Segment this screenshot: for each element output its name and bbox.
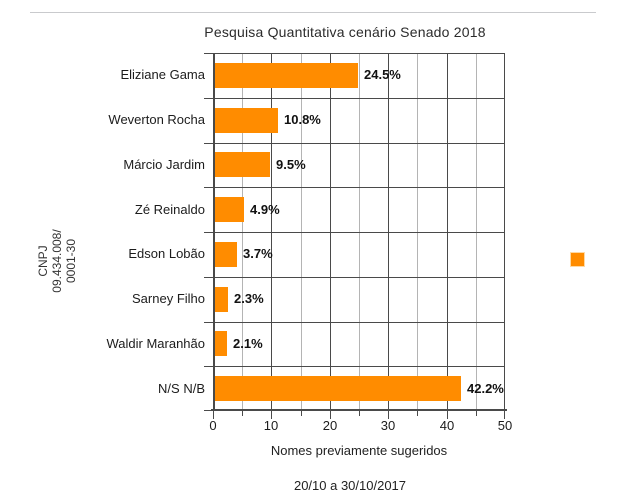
x-tick-label: 50 bbox=[497, 418, 513, 433]
x-tick-label: 10 bbox=[263, 418, 279, 433]
x-axis-tick bbox=[330, 411, 331, 419]
x-axis-tick bbox=[476, 411, 477, 416]
category-label: Waldir Maranhão bbox=[106, 336, 205, 351]
x-axis-tick bbox=[388, 411, 389, 419]
y-axis-tick bbox=[204, 53, 213, 54]
x-tick-label: 30 bbox=[380, 418, 396, 433]
bar bbox=[215, 331, 227, 356]
bar-value-label: 2.3% bbox=[234, 291, 264, 306]
x-axis-tick bbox=[504, 411, 505, 419]
x-axis-line bbox=[211, 409, 507, 411]
y-axis-tick bbox=[204, 410, 213, 411]
x-axis-title: Nomes previamente sugeridos bbox=[270, 443, 448, 458]
page-top-divider bbox=[30, 12, 596, 13]
bar bbox=[215, 108, 278, 133]
bar bbox=[215, 287, 228, 312]
bar-value-label: 10.8% bbox=[284, 112, 321, 127]
x-axis-tick bbox=[301, 411, 302, 416]
category-label: Zé Reinaldo bbox=[134, 202, 205, 217]
x-axis-tick bbox=[359, 411, 360, 416]
bar bbox=[215, 376, 461, 401]
category-label: Edson Lobão bbox=[128, 246, 205, 261]
x-tick-label: 0 bbox=[209, 418, 217, 433]
y-axis-line bbox=[213, 53, 215, 411]
category-label: Márcio Jardim bbox=[123, 157, 205, 172]
category-label: Eliziane Gama bbox=[120, 67, 205, 82]
survey-period-label: 20/10 a 30/10/2017 bbox=[293, 478, 407, 493]
x-axis-tick bbox=[271, 411, 272, 419]
bar-value-label: 42.2% bbox=[467, 381, 504, 396]
x-axis-tick bbox=[447, 411, 448, 419]
legend-marker-square bbox=[570, 252, 585, 267]
x-axis-tick bbox=[417, 411, 418, 416]
x-tick-label: 20 bbox=[322, 418, 338, 433]
bar-value-label: 9.5% bbox=[276, 157, 306, 172]
y-axis-tick bbox=[204, 187, 213, 188]
row-separator-line bbox=[213, 366, 505, 367]
bar-value-label: 3.7% bbox=[243, 246, 273, 261]
y-axis-tick bbox=[204, 322, 213, 323]
y-axis-tick bbox=[204, 232, 213, 233]
bar bbox=[215, 63, 358, 88]
y-axis-tick bbox=[204, 143, 213, 144]
bar-value-label: 4.9% bbox=[250, 202, 280, 217]
row-separator-line bbox=[213, 187, 505, 188]
bar-value-label: 2.1% bbox=[233, 336, 263, 351]
row-separator-line bbox=[213, 98, 505, 99]
y-axis-tick bbox=[204, 277, 213, 278]
bar bbox=[215, 197, 244, 222]
row-separator-line bbox=[213, 143, 505, 144]
row-separator-line bbox=[213, 322, 505, 323]
category-label: Sarney Filho bbox=[132, 291, 205, 306]
row-separator-line bbox=[213, 277, 505, 278]
x-axis-tick bbox=[213, 411, 214, 419]
bar-value-label: 24.5% bbox=[364, 67, 401, 82]
row-separator-line bbox=[213, 232, 505, 233]
bar bbox=[215, 242, 237, 267]
x-axis-tick bbox=[242, 411, 243, 416]
y-axis-tick bbox=[204, 366, 213, 367]
y-axis-tick bbox=[204, 98, 213, 99]
bar bbox=[215, 152, 270, 177]
category-label: N/S N/B bbox=[158, 381, 205, 396]
x-tick-label: 40 bbox=[439, 418, 455, 433]
plot-top-border bbox=[213, 53, 505, 54]
category-label: Weverton Rocha bbox=[108, 112, 205, 127]
chart-title: Pesquisa Quantitativa cenário Senado 201… bbox=[204, 24, 486, 40]
plot-area bbox=[204, 53, 507, 419]
